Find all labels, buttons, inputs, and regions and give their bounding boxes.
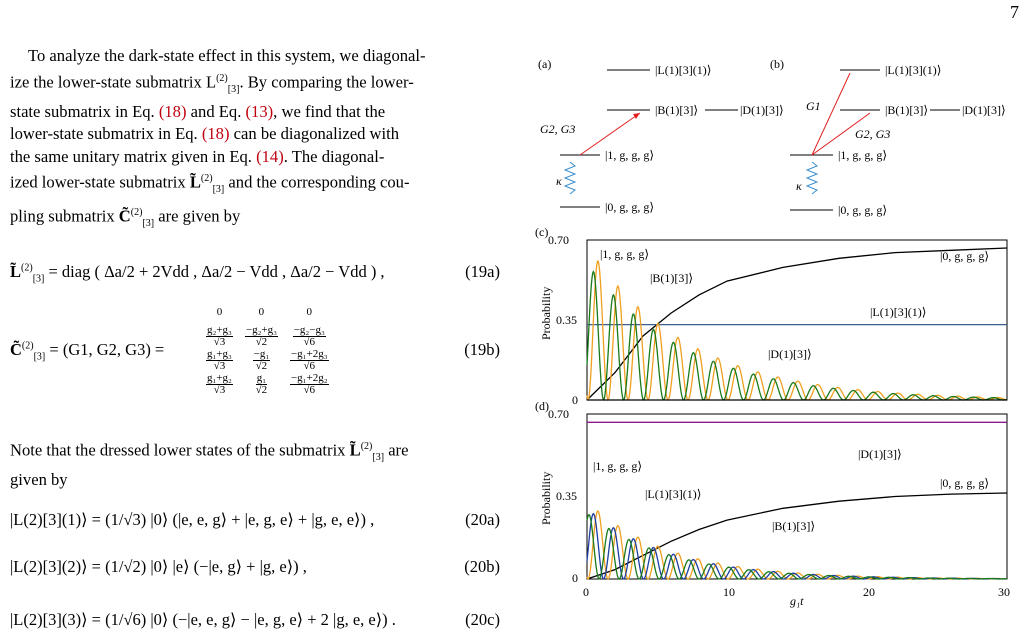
- svg-text:G2, G3: G2, G3: [540, 122, 575, 136]
- equation-20a: |L(2)[3](1)⟩ = (1/√3) |0⟩ (|e, e, g⟩ + |…: [10, 510, 500, 529]
- series-plotc-2: [586, 260, 1008, 402]
- svg-text:|B(1)[3]⟩: |B(1)[3]⟩: [655, 103, 698, 117]
- svg-text:|L(1)[3](1)⟩: |L(1)[3](1)⟩: [655, 63, 711, 77]
- series-plotd-1: [586, 492, 1008, 580]
- ref-eq14[interactable]: (14): [256, 146, 284, 166]
- legend-c-D: |D(1)[3]⟩: [768, 347, 812, 361]
- series-plotc-3: [586, 270, 1008, 402]
- svg-text:|0, g, g, g⟩: |0, g, g, g⟩: [838, 203, 887, 217]
- chart-d: (d) 0.70 0.35 0 Probability 0 10 20 30 g…: [535, 399, 1010, 608]
- svg-text:|1, g, g, g⟩: |1, g, g, g⟩: [838, 148, 887, 162]
- panel-label-c: (c): [535, 225, 548, 239]
- svg-text:|D(1)[3]⟩: |D(1)[3]⟩: [962, 103, 1006, 117]
- svg-text:G1: G1: [806, 99, 821, 113]
- svg-text:κ: κ: [556, 174, 562, 188]
- ytick-c-035: 0.35: [556, 313, 577, 327]
- ytick-c-070: 0.70: [548, 233, 569, 247]
- legend-d-D: |D(1)[3]⟩: [858, 447, 902, 461]
- legend-d-L: |L(1)[3](1)⟩: [645, 487, 701, 501]
- ylabel-d: Probability: [539, 472, 553, 525]
- legend-c-zero: |0, g, g, g⟩: [940, 249, 989, 263]
- xtick-10: 10: [723, 585, 735, 599]
- svg-text:(b): (b): [770, 57, 784, 71]
- ytick-d-070: 0.70: [548, 407, 569, 421]
- diagram-a: (a) |L(1)[3](1)⟩ |B(1)[3]⟩ |D(1)[3]⟩ |1,…: [538, 57, 784, 214]
- ytick-c-0: 0: [572, 393, 578, 407]
- xtick-20: 20: [863, 585, 875, 599]
- ylabel-c: Probability: [539, 287, 553, 340]
- equation-20c: |L(2)[3](3)⟩ = (1/√6) |0⟩ (−|e, e, g⟩ − …: [10, 610, 500, 629]
- xtick-0: 0: [583, 585, 589, 599]
- svg-text:|D(1)[3]⟩: |D(1)[3]⟩: [740, 103, 784, 117]
- page-number: 7: [1010, 2, 1019, 22]
- legend-c-one: |1, g, g, g⟩: [600, 247, 649, 261]
- xlabel: g₁t: [790, 594, 804, 608]
- equation-19b: C̃(2)[3] = (G1, G2, G3) = (19b): [10, 340, 500, 363]
- paragraph-2: Note that the dressed lower states of th…: [10, 440, 409, 490]
- svg-text:κ: κ: [796, 179, 802, 193]
- ref-eq18[interactable]: (18): [158, 101, 187, 121]
- paragraph-1: To analyze the dark-state effect in this…: [10, 46, 426, 229]
- panel-label-d: (d): [535, 399, 549, 413]
- svg-text:|L(1)[3](1)⟩: |L(1)[3](1)⟩: [885, 63, 941, 77]
- svg-text:G2, G3: G2, G3: [855, 127, 890, 141]
- svg-text:|B(1)[3]⟩: |B(1)[3]⟩: [885, 103, 928, 117]
- legend-d-one: |1, g, g, g⟩: [593, 459, 642, 473]
- ref-eq13[interactable]: (13): [245, 101, 274, 121]
- chart-c: (c) 0.70 0.35 0 Probability |0, g, g, g⟩…: [535, 225, 1008, 407]
- ytick-d-0: 0: [572, 571, 578, 585]
- equation-19a: L̃(2)[3] = diag ( Δa/2 + 2Vdd , Δa/2 − V…: [10, 262, 500, 285]
- legend-c-B: |B(1)[3]⟩: [650, 271, 693, 285]
- svg-text:|1, g, g, g⟩: |1, g, g, g⟩: [605, 148, 654, 162]
- diagram-b: (b) |L(1)[3](1)⟩ |B(1)[3]⟩ |D(1)[3]⟩ |1,…: [770, 57, 1006, 217]
- svg-text:|0, g, g, g⟩: |0, g, g, g⟩: [605, 200, 654, 214]
- xtick-30: 30: [998, 585, 1010, 599]
- legend-c-L: |L(1)[3](1)⟩: [870, 305, 926, 319]
- legend-d-B: |B(1)[3]⟩: [772, 519, 815, 533]
- equation-20b: |L(2)[3](2)⟩ = (1/√2) |0⟩ |e⟩ (−|e, g⟩ +…: [10, 557, 500, 576]
- svg-text:(a): (a): [538, 57, 551, 71]
- legend-d-zero: |0, g, g, g⟩: [940, 476, 989, 490]
- ytick-d-035: 0.35: [556, 489, 577, 503]
- series-plotd-4: [586, 513, 1008, 580]
